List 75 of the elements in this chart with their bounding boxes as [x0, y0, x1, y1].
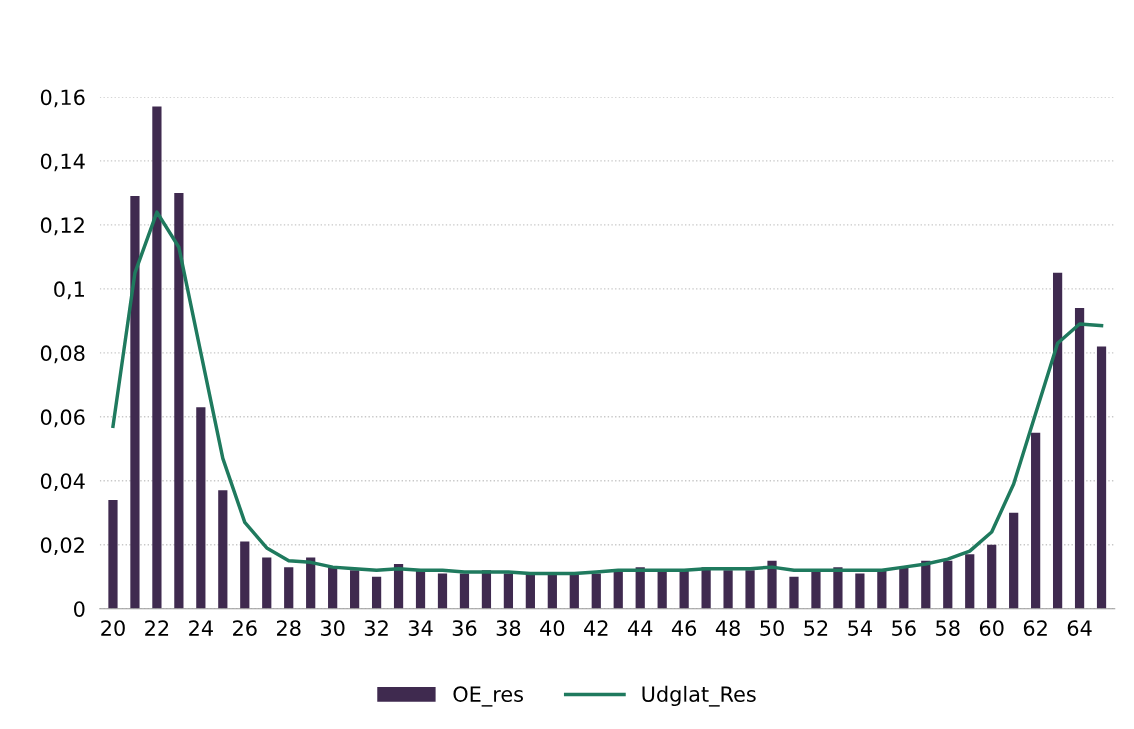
y-tick-label: 0,1 [54, 281, 84, 300]
x-tick-label: 20 [101, 620, 125, 636]
bar [899, 567, 909, 609]
y-tick-label: 0 [74, 601, 85, 617]
bar [371, 576, 382, 609]
bar [723, 570, 733, 609]
x-tick-label: 44 [627, 620, 653, 636]
bar [987, 544, 997, 609]
bar [745, 570, 755, 609]
x-tick-label: 48 [715, 620, 740, 636]
legend-label: Udglat_Res [642, 685, 756, 707]
bar [437, 573, 448, 609]
y-tick-label: 0,04 [40, 473, 85, 492]
bar [943, 560, 953, 609]
y-tick-label: 0,12 [40, 217, 84, 236]
bar [196, 407, 206, 609]
x-tick-label: 52 [804, 620, 828, 636]
y-tick-label: 0,02 [40, 537, 84, 556]
bar [525, 573, 535, 609]
y-tick-label: 0,16 [40, 89, 85, 108]
bar [262, 557, 272, 609]
bar [108, 499, 118, 609]
bar [855, 573, 865, 609]
bar [350, 570, 360, 609]
bar [130, 196, 140, 609]
x-tick-label: 54 [848, 620, 872, 636]
x-tick-label: 32 [364, 620, 388, 636]
x-tick-label: 26 [233, 620, 257, 636]
x-tick-label: 62 [1023, 620, 1047, 636]
bar [1052, 272, 1063, 609]
bar [240, 541, 250, 609]
x-tick-label: 24 [189, 620, 213, 636]
bar [284, 567, 294, 609]
x-tick-label: 42 [584, 620, 608, 636]
x-tick-label: 40 [540, 620, 565, 636]
x-tick-label: 56 [892, 620, 916, 636]
bar [415, 570, 426, 609]
bar [503, 573, 514, 609]
bar [877, 570, 887, 609]
x-tick-label: 38 [496, 620, 521, 636]
bar [591, 573, 601, 609]
bar [789, 576, 799, 609]
bar [547, 573, 557, 609]
x-tick-label: 60 [979, 620, 1004, 636]
bar [965, 554, 975, 609]
bar [569, 573, 579, 609]
bar [152, 106, 162, 609]
bar [459, 573, 470, 609]
bar [1074, 308, 1085, 609]
bar [767, 560, 777, 609]
x-tick-label: 64 [1067, 620, 1092, 636]
x-tick-label: 46 [671, 620, 697, 636]
bar [328, 567, 338, 609]
x-tick-label: 22 [145, 620, 169, 636]
bar [613, 570, 623, 609]
bar [679, 570, 689, 609]
bar [833, 567, 843, 609]
x-tick-label: 34 [408, 620, 433, 636]
x-tick-label: 58 [936, 620, 960, 636]
x-tick-label: 30 [320, 620, 345, 636]
x-tick-label: 50 [760, 620, 784, 636]
bar [811, 570, 821, 609]
y-tick-label: 0,08 [40, 345, 85, 364]
x-tick-label: 28 [276, 620, 301, 636]
bar [657, 570, 667, 609]
bar [1096, 346, 1107, 609]
legend-label: OE_res [453, 686, 523, 707]
bar [1031, 432, 1041, 609]
bar [174, 192, 184, 609]
x-tick-label: 36 [452, 620, 477, 636]
line-series [111, 210, 1104, 576]
y-tick-label: 0,06 [40, 409, 85, 428]
bar [1009, 512, 1019, 609]
y-tick-label: 0,14 [40, 153, 85, 172]
bar [218, 490, 228, 609]
